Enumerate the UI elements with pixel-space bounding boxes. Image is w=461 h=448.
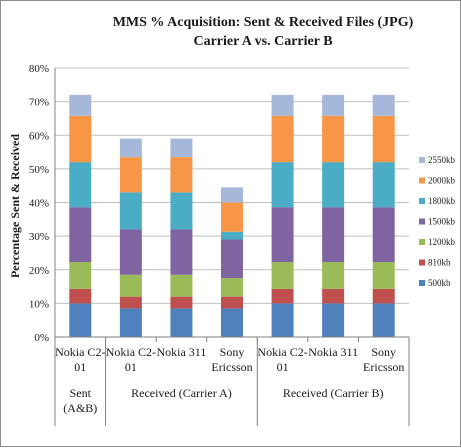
bar-segment: [221, 278, 243, 297]
bar-segment: [69, 262, 92, 289]
bar-segment: [69, 94, 92, 116]
bar-segment: [119, 274, 142, 297]
legend-label: 2000kb: [428, 176, 456, 186]
legend-swatch: [419, 239, 425, 245]
bar-segment: [372, 115, 395, 163]
bar-segment: [170, 229, 193, 275]
legend-label: 1200kb: [428, 237, 456, 247]
legend-swatch: [419, 259, 425, 266]
y-tick-label: 30%: [29, 231, 49, 243]
bar-segment: [221, 231, 243, 240]
bar-segment: [271, 262, 294, 289]
y-tick-label: 60%: [29, 130, 49, 142]
bar-segment: [69, 115, 92, 163]
chart-title-line1: MMS % Acquisition: Sent & Received Files…: [113, 15, 414, 30]
x-category-label: 01: [125, 360, 137, 374]
bar-segment: [119, 229, 142, 275]
bar-segment: [119, 308, 142, 337]
bar-segment: [69, 303, 92, 337]
legend-label: 810kb: [428, 258, 451, 268]
legend-swatch: [419, 218, 425, 225]
x-category-label: Nokia C2-: [106, 345, 156, 359]
y-tick-label: 0%: [34, 332, 49, 344]
bars-layer: [69, 94, 395, 337]
x-category-label: Nokia C2-: [257, 345, 307, 359]
x-category-label: 01: [74, 360, 86, 374]
bar-segment: [221, 239, 243, 279]
bar-segment: [69, 288, 92, 304]
x-category-label: Ericsson: [211, 360, 252, 374]
y-axis-label: Percentage Sent & Received: [8, 134, 22, 278]
bar-segment: [271, 94, 294, 116]
y-tick-label: 70%: [29, 97, 49, 109]
legend-swatch: [419, 280, 425, 286]
legend-label: 2550kb: [428, 155, 456, 165]
bar-segment: [322, 94, 345, 116]
bar-segment: [322, 288, 345, 304]
bar-segment: [69, 162, 92, 208]
bar-segment: [372, 303, 395, 337]
y-tick-label: 40%: [29, 198, 49, 210]
y-tick-label: 10%: [29, 298, 49, 310]
bar-segment: [372, 94, 395, 116]
bar-segment: [221, 308, 243, 337]
legend-label: 500kb: [428, 278, 451, 288]
bar-segment: [119, 296, 142, 309]
bar-segment: [372, 207, 395, 263]
group-label: Sent: [70, 386, 92, 400]
y-tick-label: 80%: [29, 63, 49, 75]
bar-segment: [170, 138, 193, 158]
bar-segment: [322, 303, 345, 337]
bar-segment: [170, 157, 193, 193]
bar-segment: [322, 207, 345, 263]
bar-segment: [221, 187, 243, 203]
bar-segment: [322, 262, 345, 289]
group-label: (A&B): [63, 401, 97, 415]
bar-segment: [271, 303, 294, 337]
bar-segment: [170, 296, 193, 309]
bar-segment: [372, 162, 395, 208]
bar-segment: [221, 202, 243, 232]
x-category-label: Nokia 311: [156, 345, 206, 359]
bar-segment: [322, 115, 345, 163]
bar-segment: [271, 115, 294, 163]
legend-layer: 2550kb 2000kb 1800kb 1500kb 1200kb 810kb 500kb: [419, 155, 456, 288]
bar-segment: [69, 207, 92, 263]
bar-segment: [119, 192, 142, 230]
bar-segment: [372, 288, 395, 304]
x-category-label: Sony: [371, 345, 396, 359]
bar-segment: [170, 192, 193, 230]
legend-swatch: [419, 157, 425, 163]
x-category-label: Nokia C2-: [55, 345, 105, 359]
bar-segment: [119, 157, 142, 193]
bar-segment: [170, 274, 193, 297]
x-category-label: Ericsson: [363, 360, 404, 374]
bar-segment: [322, 162, 345, 208]
y-tick-label: 20%: [29, 265, 49, 277]
x-category-label: Nokia 311: [308, 345, 358, 359]
legend-label: 1800kb: [428, 196, 456, 206]
bar-segment: [119, 138, 142, 158]
bar-segment: [170, 308, 193, 337]
group-label: Received (Carrier A): [131, 386, 232, 400]
legend-swatch: [419, 198, 425, 204]
group-label: Received (Carrier B): [283, 386, 384, 400]
chart-title-line2: Carrier A vs. Carrier B: [193, 34, 332, 49]
axis-layer: 0%10%20%30%40%50%60%70%80%Nokia C2-01Nok…: [29, 63, 410, 426]
bar-segment: [271, 162, 294, 208]
bar-segment: [271, 288, 294, 304]
x-category-label: 01: [277, 360, 289, 374]
bar-segment: [221, 296, 243, 309]
legend-swatch: [419, 177, 425, 184]
bar-segment: [372, 262, 395, 289]
bar-segment: [271, 207, 294, 263]
x-category-label: Sony: [220, 345, 245, 359]
legend-label: 1500kb: [428, 217, 456, 227]
y-tick-label: 50%: [29, 164, 49, 176]
